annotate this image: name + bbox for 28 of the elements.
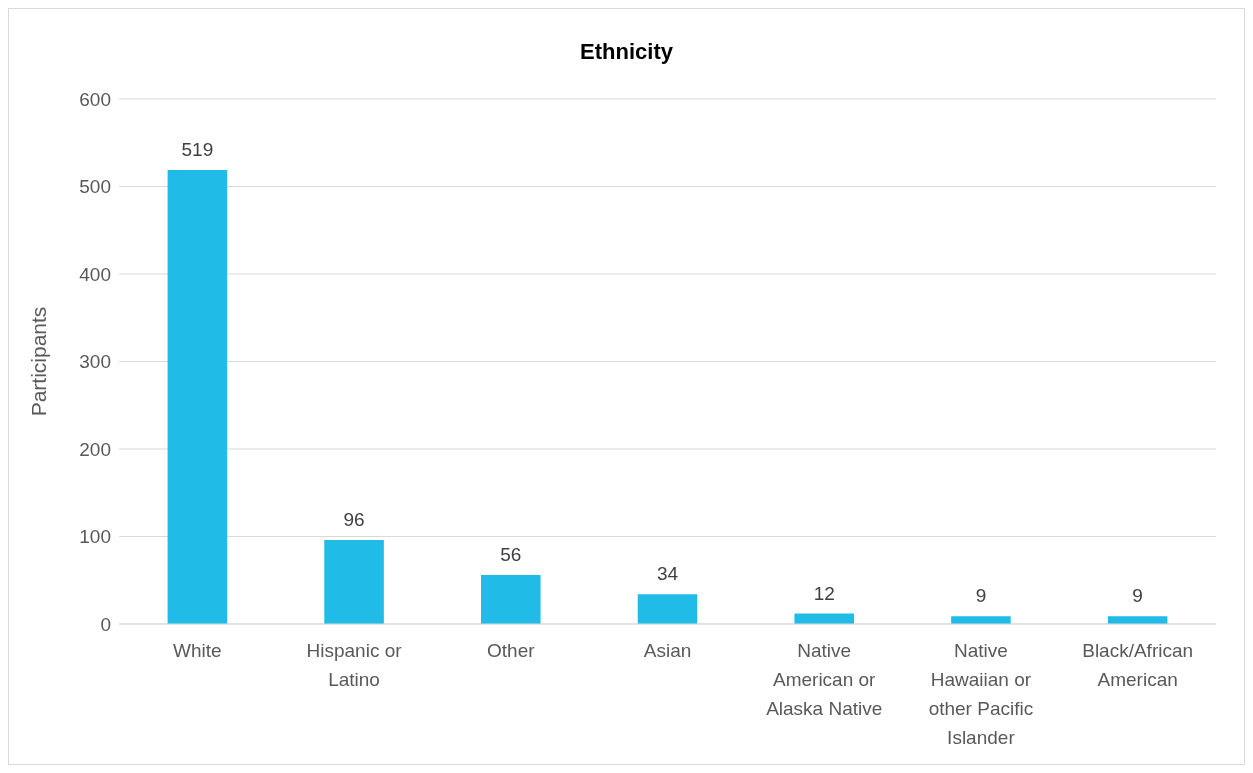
y-axis-title: Participants [27, 306, 51, 417]
data-label: 96 [343, 509, 365, 530]
data-label: 34 [656, 563, 679, 585]
x-tick-label: Asian [643, 640, 692, 662]
bar [167, 169, 228, 624]
x-tick-label: Native American or Alaska Native [766, 640, 883, 720]
y-tick-label: 300 [79, 351, 111, 373]
data-label: 519 [181, 138, 214, 160]
x-tick-label: Other [487, 640, 536, 662]
x-tick-label: Black/African American [1082, 640, 1194, 691]
data-label: 9 [975, 585, 987, 607]
y-tick-label: 100 [79, 526, 111, 548]
y-tick-label: 400 [79, 263, 111, 285]
y-tick-label: 200 [79, 438, 111, 460]
bar [951, 616, 1011, 624]
data-label: 56 [500, 544, 522, 565]
data-label: 9 [1132, 585, 1143, 607]
y-tick-label: 600 [79, 88, 111, 110]
x-tick-label: Native Hawaiian or other Pacific Islander [928, 640, 1034, 749]
data-label: 12 [813, 582, 835, 604]
y-tick-label: 500 [79, 176, 111, 198]
bar [324, 540, 384, 624]
chart-title: Ethnicity [579, 39, 674, 65]
x-tick-label: Hispanic or Latino [306, 640, 403, 691]
x-tick-label: White [173, 640, 222, 662]
y-tick-label: 0 [100, 613, 111, 635]
bar [637, 594, 698, 624]
bar [481, 575, 541, 624]
